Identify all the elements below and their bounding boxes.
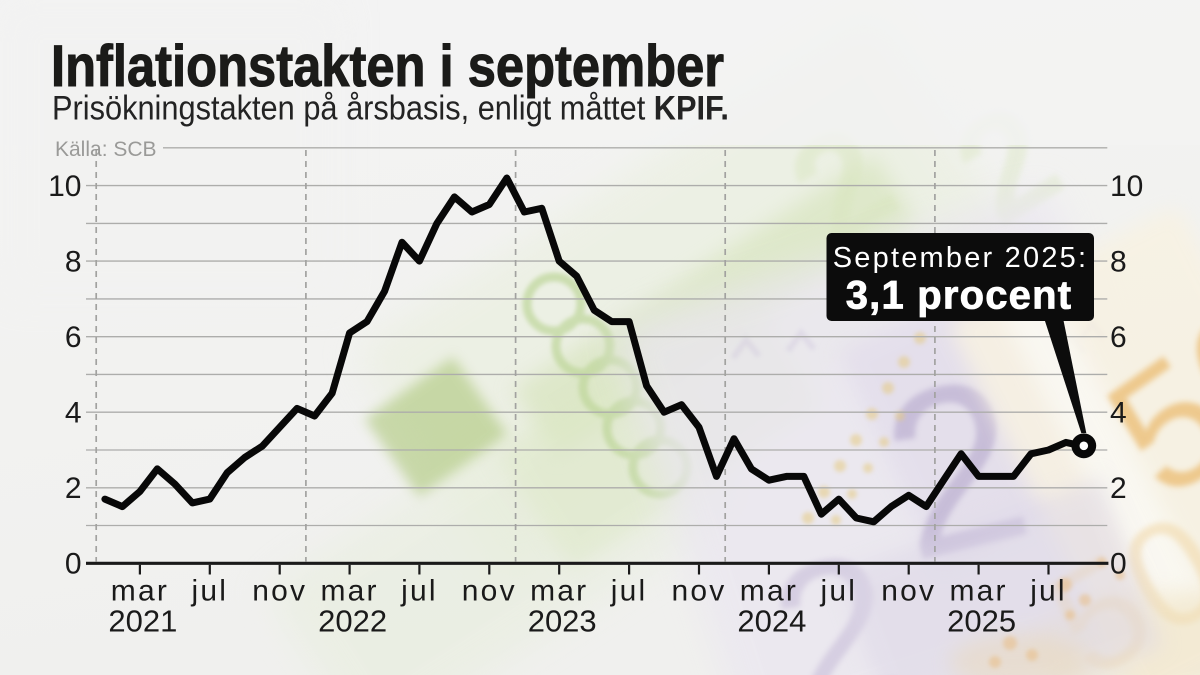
svg-text:jul: jul <box>190 575 228 608</box>
svg-text:2022: 2022 <box>318 604 387 639</box>
svg-text:mar: mar <box>740 575 798 608</box>
svg-text:September 2025:: September 2025: <box>833 242 1088 274</box>
svg-text:3,1 procent: 3,1 procent <box>846 274 1073 318</box>
svg-text:jul: jul <box>610 575 648 608</box>
svg-text:2021: 2021 <box>108 604 177 639</box>
svg-text:6: 6 <box>1110 321 1127 354</box>
svg-text:nov: nov <box>252 575 307 608</box>
svg-text:10: 10 <box>1110 170 1143 203</box>
svg-text:6: 6 <box>65 321 82 354</box>
svg-text:2: 2 <box>1110 472 1127 505</box>
svg-text:nov: nov <box>462 575 517 608</box>
svg-text:8: 8 <box>65 245 82 278</box>
svg-text:4: 4 <box>1110 396 1127 429</box>
svg-text:8: 8 <box>1110 245 1127 278</box>
svg-text:mar: mar <box>949 575 1007 608</box>
svg-text:nov: nov <box>672 575 727 608</box>
svg-text:0: 0 <box>1110 548 1127 581</box>
svg-text:nov: nov <box>881 575 936 608</box>
svg-text:mar: mar <box>530 575 588 608</box>
svg-text:jul: jul <box>819 575 857 608</box>
svg-text:2023: 2023 <box>528 604 597 639</box>
svg-text:2: 2 <box>65 472 82 505</box>
svg-text:0: 0 <box>65 548 82 581</box>
svg-text:jul: jul <box>400 575 438 608</box>
svg-text:2025: 2025 <box>947 604 1016 639</box>
svg-text:2024: 2024 <box>737 604 806 639</box>
svg-text:mar: mar <box>111 575 169 608</box>
svg-text:mar: mar <box>320 575 378 608</box>
svg-text:jul: jul <box>1029 575 1067 608</box>
svg-text:4: 4 <box>65 396 82 429</box>
svg-text:Prisökningstakten på årsbasis,: Prisökningstakten på årsbasis, enligt må… <box>52 90 729 128</box>
svg-text:Källa: SCB: Källa: SCB <box>55 138 157 161</box>
svg-text:Inflationstakten i september: Inflationstakten i september <box>51 34 724 99</box>
svg-text:10: 10 <box>48 170 81 203</box>
